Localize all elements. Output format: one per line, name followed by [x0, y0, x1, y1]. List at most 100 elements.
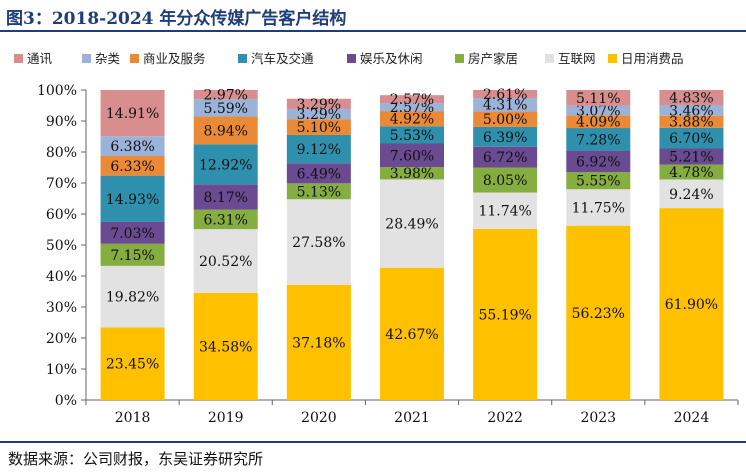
data-label: 6.39%: [483, 130, 527, 146]
bar-segment: [566, 128, 631, 151]
bar-segment: [380, 103, 444, 112]
data-label: 7.15%: [110, 248, 154, 264]
data-label: 28.49%: [385, 217, 438, 233]
data-label: 4.83%: [669, 90, 713, 106]
y-tick-label: 90%: [46, 114, 77, 130]
legend-label: 杂类: [95, 51, 121, 66]
data-label: 14.93%: [106, 192, 159, 208]
data-label: 5.11%: [576, 91, 620, 107]
bar-segment: [380, 126, 444, 144]
bar-segment: [286, 183, 351, 200]
bar-segment: [659, 104, 724, 116]
bar-segment: [566, 189, 631, 226]
data-label: 3.98%: [390, 166, 434, 182]
data-label: 55.19%: [478, 307, 531, 323]
bar-segment: [100, 265, 165, 328]
x-tick-label: 2021: [394, 410, 430, 426]
bar-segment: [193, 116, 258, 145]
title-divider: [0, 30, 746, 32]
data-label: 7.03%: [110, 226, 154, 242]
data-label: 7.60%: [390, 148, 434, 164]
bar-segment: [566, 115, 631, 129]
bar-segment: [473, 126, 538, 147]
data-label: 8.94%: [203, 123, 247, 139]
bar-segment: [659, 127, 724, 149]
bar-segment: [659, 164, 724, 180]
bar-segment: [100, 243, 165, 266]
bar-segment: [473, 111, 538, 127]
bar-segment: [193, 209, 258, 230]
bar-segment: [380, 167, 444, 180]
y-tick-label: 20%: [46, 331, 77, 347]
data-label: 2.57%: [390, 100, 434, 116]
data-label: 56.23%: [572, 306, 625, 322]
legend-label: 娱乐及休闲: [360, 51, 423, 66]
data-label: 5.10%: [297, 120, 341, 136]
data-label: 37.18%: [292, 335, 345, 351]
data-label: 6.70%: [669, 131, 713, 147]
data-label: 5.00%: [483, 112, 527, 128]
legend-swatch: [14, 54, 23, 63]
bar-segment: [193, 99, 258, 117]
legend-label: 通讯: [27, 51, 53, 66]
data-label: 6.33%: [110, 159, 154, 175]
data-label: 6.38%: [110, 139, 154, 155]
bar-segment: [566, 150, 631, 173]
data-label: 61.90%: [665, 297, 718, 313]
y-tick-label: 100%: [37, 83, 77, 99]
data-label: 3.07%: [576, 104, 620, 120]
source-note: 数据来源：公司财报，东吴证券研究所: [8, 450, 264, 468]
bar-segment: [100, 175, 165, 222]
y-tick-label: 50%: [46, 238, 77, 254]
data-label: 5.53%: [390, 128, 434, 144]
footer-divider: [0, 441, 746, 443]
bar-segment: [380, 143, 444, 168]
data-label: 3.46%: [669, 103, 713, 119]
bar-segment: [659, 90, 724, 105]
y-tick-label: 10%: [46, 362, 77, 378]
data-label: 9.24%: [669, 187, 713, 203]
data-label: 11.74%: [478, 204, 531, 220]
x-tick-label: 2022: [487, 410, 523, 426]
bar-segment: [473, 89, 538, 99]
bar-segment: [380, 267, 444, 400]
data-label: 2.97%: [203, 88, 247, 104]
legend-label: 日用消费品: [621, 51, 684, 66]
data-label: 4.78%: [669, 165, 713, 181]
y-tick-label: 60%: [46, 207, 77, 223]
data-label: 3.29%: [297, 97, 341, 113]
bar-segment: [659, 208, 724, 400]
bar-segment: [100, 221, 165, 244]
legend-swatch: [347, 54, 356, 63]
data-label: 27.58%: [292, 235, 345, 251]
data-label: 6.72%: [483, 150, 527, 166]
bar-segment: [100, 327, 165, 400]
bar-segment: [100, 90, 165, 137]
bar-segment: [659, 179, 724, 209]
bar-segment: [473, 98, 538, 112]
legend-label: 互联网: [558, 51, 596, 66]
bar-segment: [566, 225, 631, 400]
data-label: 6.49%: [297, 166, 341, 182]
legend-swatch: [545, 54, 554, 63]
bar-segment: [566, 105, 631, 116]
bar-segment: [380, 111, 444, 127]
data-label: 8.05%: [483, 173, 527, 189]
bar-segment: [380, 179, 444, 268]
bar-segment: [286, 134, 351, 164]
data-label: 23.45%: [106, 357, 159, 373]
legend-swatch: [130, 54, 139, 63]
data-label: 34.58%: [199, 339, 252, 355]
bar-segment: [286, 284, 351, 400]
bar-segment: [473, 146, 538, 168]
legend-swatch: [82, 54, 91, 63]
bar-segment: [286, 119, 351, 135]
bar-segment: [659, 115, 724, 128]
bar-segment: [193, 229, 258, 293]
bar-segment: [193, 90, 258, 100]
data-label: 5.13%: [297, 184, 341, 200]
bar-segment: [566, 90, 631, 106]
data-label: 6.31%: [203, 212, 247, 228]
x-tick-label: 2024: [674, 410, 710, 426]
y-tick-label: 70%: [46, 176, 77, 192]
